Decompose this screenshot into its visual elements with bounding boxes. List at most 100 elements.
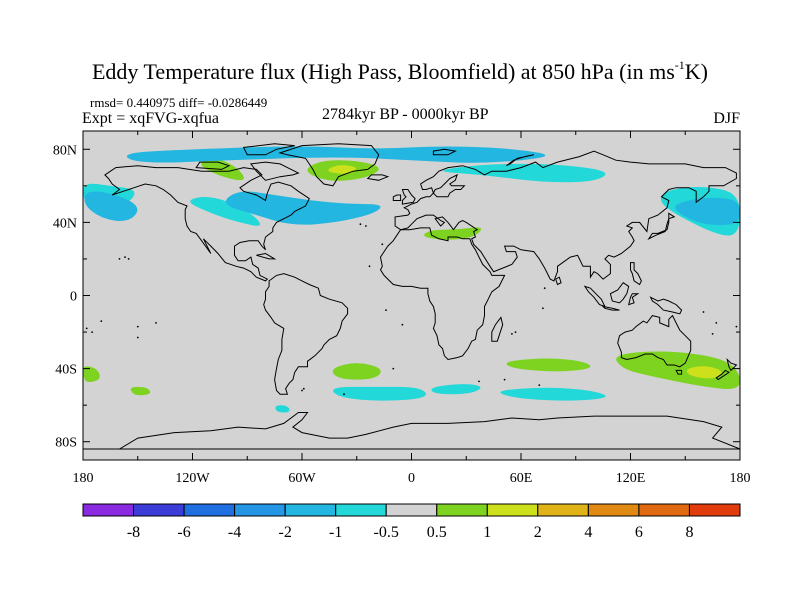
title-superscript: -1 xyxy=(674,58,685,72)
island-dot xyxy=(155,322,157,324)
patch-pacific-ne-blue xyxy=(84,191,138,221)
colorbar-label: 8 xyxy=(686,524,694,541)
island-dot xyxy=(401,323,404,326)
coast-cuba xyxy=(256,252,277,260)
season-label: DJF xyxy=(713,110,740,127)
lat-axis-labels: 80N 40N 0 40S 80S xyxy=(53,143,77,450)
coast-south-america xyxy=(263,273,349,395)
island-dot xyxy=(715,322,718,324)
island-dot xyxy=(702,311,705,313)
island-dot xyxy=(381,243,384,246)
lon-label: 180 xyxy=(730,471,751,486)
lon-label: 60W xyxy=(288,471,316,486)
island-dot xyxy=(136,336,139,339)
title-tail: K) xyxy=(684,59,708,84)
lon-label: 60E xyxy=(510,471,533,486)
patch-southern-ocean-cyan-2 xyxy=(500,387,606,401)
patch-south-atlantic-green xyxy=(332,363,381,380)
island-dot xyxy=(392,367,395,370)
coast-africa xyxy=(379,227,506,361)
patch-se-pacific-green xyxy=(130,386,151,396)
colorbar-label: 6 xyxy=(635,524,643,541)
patch-south-atlantic-cyan-small xyxy=(431,384,481,395)
coast-victoria-is xyxy=(195,161,231,170)
colorbar-swatch xyxy=(638,503,690,517)
coast-britain xyxy=(401,189,416,205)
lon-label: 180 xyxy=(73,471,94,486)
colorbar-label: -8 xyxy=(127,524,140,541)
patch-eurasia-cyan xyxy=(443,163,606,183)
coast-svalbard xyxy=(432,148,457,156)
colorbar-label: -1 xyxy=(329,524,342,541)
colorbar-swatch xyxy=(133,503,185,517)
colorbar-label: 0.5 xyxy=(427,524,447,541)
lon-axis-labels: 180 120W 60W 0 60E 120E 180 xyxy=(73,471,751,486)
lon-label: 120W xyxy=(175,471,210,486)
lon-label: 0 xyxy=(408,471,415,486)
island-dot xyxy=(538,384,541,386)
colorbar-label: -4 xyxy=(228,524,241,541)
colorbar-label: 1 xyxy=(483,524,491,541)
coast-australia xyxy=(617,314,692,368)
coast-antarctica xyxy=(83,412,741,450)
patch-arctic-blue xyxy=(126,146,546,163)
coast-iceland xyxy=(366,174,390,181)
island-dot xyxy=(359,223,362,226)
coast-sri-lanka xyxy=(555,276,562,286)
island-dot xyxy=(478,380,480,383)
coast-tasmania xyxy=(675,369,683,375)
island-dot xyxy=(118,258,121,260)
island-dot xyxy=(343,393,345,396)
patch-greenland-yellow xyxy=(328,165,357,174)
patch-sw-pacific-green xyxy=(83,366,100,382)
lon-label: 120E xyxy=(616,471,646,486)
island-dot xyxy=(127,258,130,260)
period-label: 2784kyr BP - 0000kyr BP xyxy=(322,106,489,123)
plot-background xyxy=(83,131,740,460)
colorbar-swatch xyxy=(385,503,438,517)
island-dot xyxy=(711,333,714,335)
coast-new-zealand-n xyxy=(726,357,738,372)
plot-title: Eddy Temperature flux (High Pass, Bloomf… xyxy=(0,58,800,85)
coast-madagascar xyxy=(491,316,504,342)
lat-label: 80N xyxy=(53,143,77,158)
island-dot xyxy=(302,387,305,390)
colorbar-swatch xyxy=(335,503,387,517)
coast-philippines xyxy=(630,262,642,286)
coast-novaya-zemlya xyxy=(506,154,534,167)
lat-label: 40N xyxy=(53,216,77,231)
island-dot xyxy=(85,327,88,330)
patch-pacific-nw-blue xyxy=(675,197,740,226)
island-dot xyxy=(100,320,103,322)
colorbar-label: 4 xyxy=(584,524,592,541)
coast-borneo xyxy=(609,282,630,304)
island-dot xyxy=(136,325,139,328)
colorbar-swatch xyxy=(537,503,589,517)
colorbar-label: 2 xyxy=(534,524,542,541)
axis-ticks xyxy=(82,131,741,460)
coast-scandinavia-baltic xyxy=(432,173,466,198)
island-dot xyxy=(365,225,367,227)
island-dot xyxy=(301,389,303,392)
colorbar: -8 -6 -4 -2 -1 -0.5 0.5 1 2 4 6 8 xyxy=(82,503,741,541)
colorbar-swatch xyxy=(587,503,640,517)
title-main: Eddy Temperature flux (High Pass, Bloomf… xyxy=(91,59,675,84)
lat-label: 40S xyxy=(55,363,77,378)
island-dot xyxy=(368,265,371,268)
island-dot xyxy=(735,325,738,328)
lat-label: 80S xyxy=(55,436,77,451)
colorbar-swatch xyxy=(436,503,488,517)
coast-north-america xyxy=(104,165,310,282)
patch-na-west-cyan xyxy=(190,196,261,226)
patch-antarctic-peninsula-cyan xyxy=(275,405,290,413)
island-dot xyxy=(91,331,93,333)
island-dot xyxy=(511,333,513,335)
experiment-label: Expt = xqFVG-xqfua xyxy=(82,110,220,127)
colorbar-swatch xyxy=(183,503,236,517)
coast-java xyxy=(601,305,620,311)
colorbar-label: -0.5 xyxy=(374,524,399,541)
coast-japan xyxy=(647,212,676,241)
island-dot xyxy=(543,287,546,290)
coast-eurasia xyxy=(394,150,737,282)
